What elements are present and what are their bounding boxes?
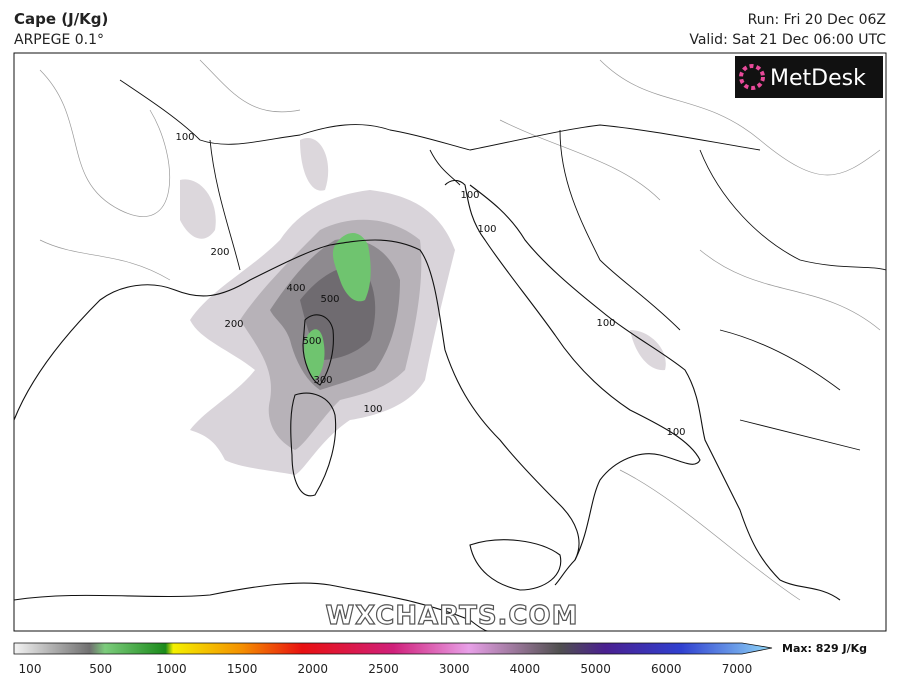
watermark: WXCHARTS.COM bbox=[325, 601, 578, 631]
contour-label: 100 bbox=[596, 318, 615, 329]
contour-label: 500 bbox=[320, 294, 339, 305]
contour-label: 100 bbox=[460, 190, 479, 201]
contour-label: 200 bbox=[224, 319, 243, 330]
colorbar-tick-label: 4000 bbox=[510, 662, 541, 676]
contour-label: 200 bbox=[210, 247, 229, 258]
colorbar-tick-label: 7000 bbox=[722, 662, 753, 676]
colorbar-tick-label: 2500 bbox=[368, 662, 399, 676]
contour-label: 300 bbox=[313, 375, 332, 386]
colorbar-tick-label: 2000 bbox=[298, 662, 329, 676]
contour-label: 100 bbox=[477, 224, 496, 235]
max-label: Max: 829 J/Kg bbox=[782, 642, 867, 655]
colorbar bbox=[13, 642, 773, 655]
colorbar-tick-label: 1000 bbox=[156, 662, 187, 676]
colorbar-tick-label: 6000 bbox=[651, 662, 682, 676]
contour-label: 500 bbox=[302, 336, 321, 347]
colorbar-ticks: 100 500 1000 1500 2000 2500 3000 4000 5000 6000 70… bbox=[19, 662, 753, 676]
run: Run: Fri 20 Dec 06Z bbox=[748, 12, 886, 28]
contour-label: 100 bbox=[175, 132, 194, 143]
logo: MetDesk bbox=[735, 56, 883, 98]
colorbar-tick-label: 1500 bbox=[227, 662, 258, 676]
contour-labels: 100 100 100 100 100 100 200 200 400 500 500 300 bbox=[175, 132, 685, 438]
valid: Valid: Sat 21 Dec 06:00 UTC bbox=[689, 32, 886, 48]
contour-label: 100 bbox=[363, 404, 382, 415]
colorbar-tick-label: 3000 bbox=[439, 662, 470, 676]
model: ARPEGE 0.1° bbox=[14, 32, 104, 48]
title: Cape (J/Kg) bbox=[14, 10, 108, 28]
map bbox=[13, 52, 887, 632]
colorbar-tick-label: 500 bbox=[89, 662, 112, 676]
contour-label: 400 bbox=[286, 283, 305, 294]
colorbar-tick-label: 5000 bbox=[580, 662, 611, 676]
logo-text: MetDesk bbox=[770, 66, 866, 91]
contour-label: 100 bbox=[666, 427, 685, 438]
colorbar-tick-label: 100 bbox=[19, 662, 42, 676]
